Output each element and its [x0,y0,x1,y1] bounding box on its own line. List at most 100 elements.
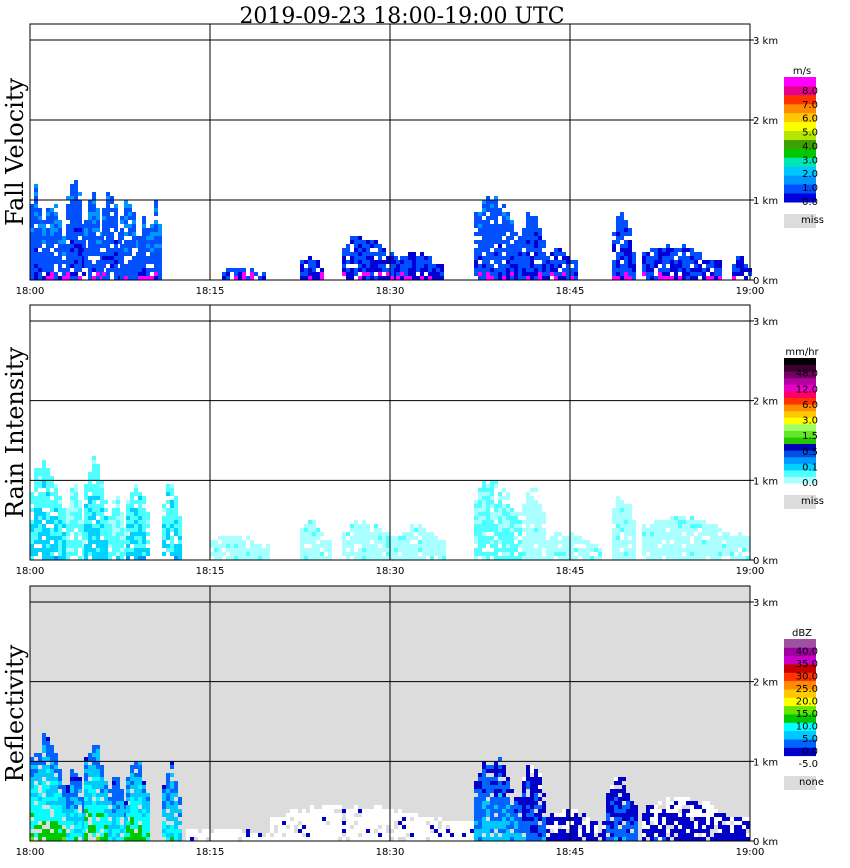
echo-pixel [322,813,326,817]
echo-pixel [534,532,538,536]
echo-pixel [126,809,130,813]
echo-pixel [490,200,494,204]
echo-pixel [654,528,658,532]
echo-pixel [662,825,666,829]
echo-pixel [650,805,654,809]
echo-pixel [530,548,534,552]
y-tick-label: 3 km [753,317,778,328]
echo-pixel [124,276,128,280]
echo-pixel [318,829,322,833]
echo-pixel [510,540,514,544]
echo-pixel [538,552,542,556]
colorbar-swatch [784,705,816,715]
echo-pixel [614,781,618,785]
echo-pixel [142,781,146,785]
echo-pixel [714,548,718,552]
echo-pixel [30,248,34,252]
echo-pixel [134,805,138,809]
echo-pixel [506,825,510,829]
colorbar-label: 10.0 [796,722,818,733]
echo-pixel [354,256,358,260]
echo-pixel [624,504,628,508]
echo-pixel [342,825,346,829]
echo-pixel [590,837,594,841]
echo-pixel [88,524,92,528]
echo-pixel [92,200,96,204]
echo-pixel [674,556,678,560]
echo-pixel [624,556,628,560]
echo-pixel [46,536,50,540]
echo-pixel [30,228,34,232]
echo-pixel [162,552,166,556]
echo-pixel [510,520,514,524]
echo-pixel [578,829,582,833]
echo-field-ri [30,456,750,560]
echo-pixel [730,837,734,841]
echo-pixel [440,272,444,276]
echo-pixel [322,833,326,837]
echo-pixel [62,552,66,556]
echo-pixel [404,272,408,276]
echo-pixel [58,769,62,773]
echo-pixel [310,809,314,813]
echo-pixel [354,236,358,240]
echo-pixel [362,524,366,528]
echo-pixel [510,813,514,817]
echo-pixel [358,528,362,532]
echo-pixel [84,761,88,765]
echo-pixel [166,805,170,809]
echo-pixel [590,556,594,560]
echo-pixel [534,801,538,805]
echo-pixel [390,809,394,813]
echo-pixel [482,528,486,532]
echo-pixel [514,524,518,528]
echo-pixel [690,825,694,829]
echo-pixel [262,552,266,556]
echo-pixel [522,825,526,829]
echo-pixel [446,833,450,837]
echo-pixel [620,264,624,268]
echo-pixel [38,208,42,212]
echo-pixel [334,817,338,821]
echo-pixel [92,264,96,268]
echo-pixel [104,781,108,785]
echo-pixel [370,244,374,248]
echo-pixel [678,248,682,252]
echo-pixel [530,516,534,520]
echo-pixel [158,260,162,264]
echo-pixel [694,524,698,528]
echo-pixel [418,821,422,825]
echo-pixel [58,520,62,524]
echo-pixel [538,833,542,837]
echo-pixel [502,508,506,512]
echo-pixel [166,512,170,516]
echo-pixel [104,789,108,793]
echo-pixel [742,556,746,560]
echo-pixel [624,244,628,248]
echo-pixel [46,532,50,536]
echo-pixel [102,276,106,280]
echo-pixel [422,821,426,825]
echo-pixel [304,548,308,552]
echo-pixel [92,468,96,472]
echo-pixel [96,520,100,524]
echo-pixel [486,196,490,200]
echo-pixel [410,528,414,532]
echo-pixel [300,540,304,544]
echo-pixel [538,797,542,801]
echo-pixel [628,260,632,264]
echo-pixel [100,548,104,552]
echo-pixel [710,260,714,264]
echo-pixel [498,809,502,813]
echo-pixel [138,252,142,256]
echo-pixel [42,821,46,825]
echo-pixel [142,500,146,504]
echo-pixel [690,552,694,556]
colorbar-swatch [784,655,816,665]
echo-pixel [116,785,120,789]
echo-pixel [142,837,146,841]
echo-pixel [74,184,78,188]
echo-pixel [678,532,682,536]
echo-pixel [166,488,170,492]
echo-pixel [92,829,96,833]
